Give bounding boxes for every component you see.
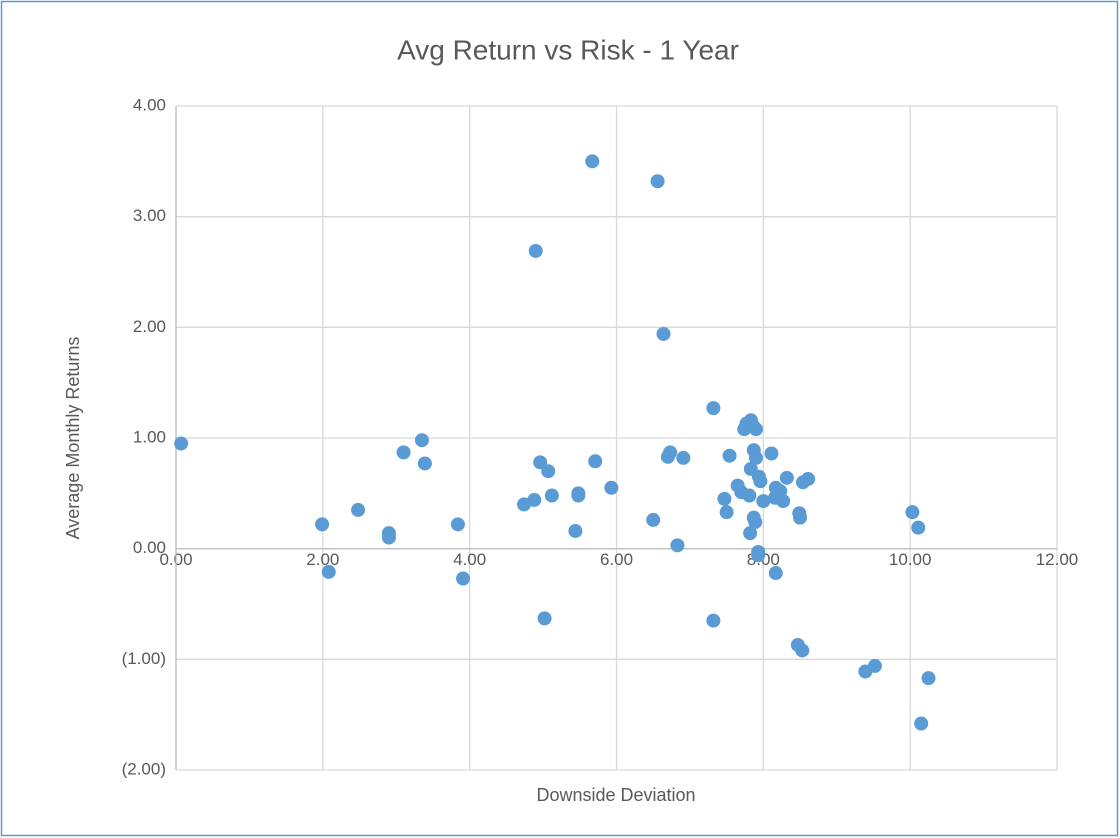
point — [414, 433, 429, 448]
point — [748, 450, 763, 465]
x-tick-label: 6.00 — [600, 550, 633, 569]
point — [706, 613, 721, 628]
point — [670, 538, 685, 553]
y-tick-label: 3.00 — [133, 206, 166, 225]
point — [793, 510, 808, 525]
x-tick-label: 2.00 — [306, 550, 339, 569]
chart-title: Avg Return vs Risk - 1 Year — [397, 34, 739, 65]
y-tick-label: 4.00 — [133, 95, 166, 114]
y-tick-label: (1.00) — [122, 649, 166, 668]
point — [527, 492, 542, 507]
point — [450, 517, 465, 532]
point — [795, 643, 810, 658]
point — [722, 448, 737, 463]
point — [544, 488, 559, 503]
y-tick-label: 2.00 — [133, 317, 166, 336]
point — [417, 456, 432, 471]
y-tick-label: 0.00 — [133, 538, 166, 557]
point — [764, 446, 779, 461]
x-tick-label: 10.00 — [889, 550, 932, 569]
point — [801, 471, 816, 486]
point — [396, 445, 411, 460]
point — [537, 611, 552, 626]
point — [743, 526, 758, 541]
x-tick-label: 12.00 — [1036, 550, 1079, 569]
point — [381, 530, 396, 545]
point — [905, 505, 920, 520]
point — [351, 502, 366, 517]
point — [456, 571, 471, 586]
point — [776, 494, 791, 509]
point — [533, 455, 548, 470]
point — [650, 174, 665, 189]
point — [756, 494, 771, 509]
point — [571, 486, 586, 501]
point — [748, 422, 763, 437]
point — [751, 544, 766, 559]
point — [321, 564, 336, 579]
x-tick-label: 4.00 — [453, 550, 486, 569]
point — [528, 243, 543, 258]
point — [921, 671, 936, 686]
point — [604, 480, 619, 495]
point — [911, 520, 926, 535]
point — [676, 450, 691, 465]
point — [706, 401, 721, 416]
marks — [174, 154, 936, 731]
grid: (2.00)(1.00)0.001.002.003.004.000.00 2.00… — [122, 95, 1079, 778]
point — [656, 326, 671, 341]
point — [717, 491, 732, 506]
y-axis-label: Average Monthly Returns — [63, 337, 83, 540]
point — [867, 658, 882, 673]
point — [719, 505, 734, 520]
point — [174, 436, 189, 451]
point — [914, 716, 929, 731]
point — [568, 523, 583, 538]
point — [588, 454, 603, 469]
y-tick-label: 1.00 — [133, 427, 166, 446]
point — [541, 464, 556, 479]
point — [646, 512, 661, 527]
point — [748, 515, 763, 530]
point — [663, 445, 678, 460]
point — [585, 154, 600, 169]
point — [742, 488, 757, 503]
point — [768, 566, 783, 581]
point — [315, 517, 330, 532]
x-axis-label: Downside Deviation — [536, 785, 695, 805]
point — [779, 470, 794, 485]
point — [753, 474, 768, 489]
y-tick-label: (2.00) — [122, 759, 166, 778]
